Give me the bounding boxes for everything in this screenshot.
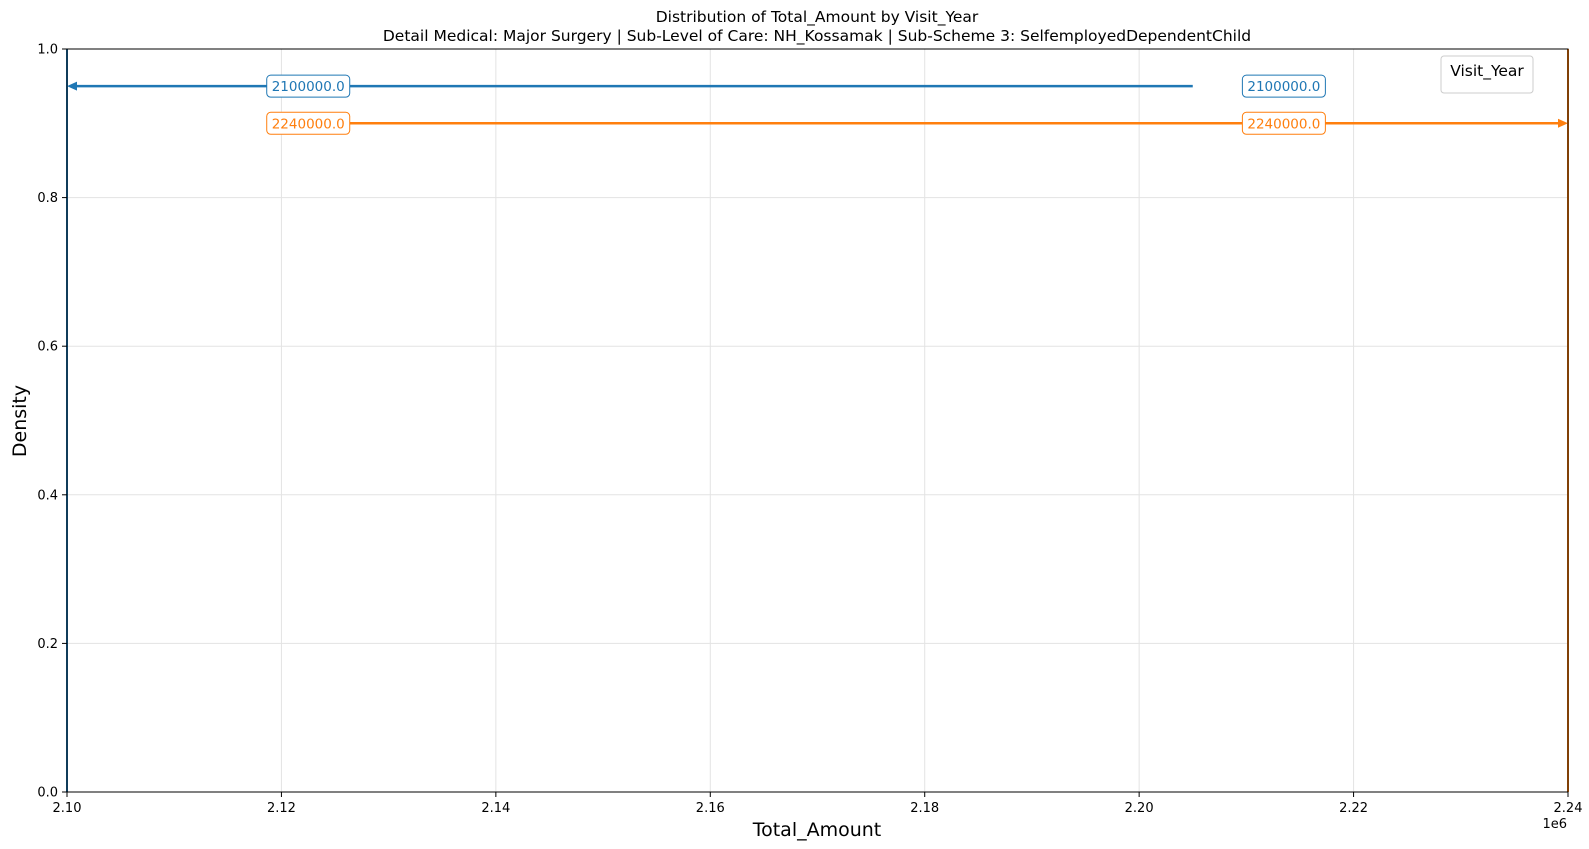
x-axis-label: Total_Amount: [752, 819, 882, 841]
x-tick-label: 2.16: [696, 801, 725, 816]
y-tick-label: 0.6: [37, 340, 58, 355]
x-axis-offset-label: 1e6: [1542, 817, 1567, 832]
annotation-label: 2240000.0: [1247, 116, 1320, 132]
plot-frame: [66, 48, 1569, 793]
series-1: 2240000.0 2240000.0: [266, 49, 1569, 792]
x-tick-label: 2.14: [481, 801, 510, 816]
series-layer: 2100000.0 2100000.0 2240000.0 2240000.0: [66, 49, 1569, 792]
x-tick-label: 2.10: [53, 801, 82, 816]
series-arrow-head: [67, 81, 77, 91]
x-tick-label: 2.24: [1554, 801, 1583, 816]
grid: [66, 48, 1569, 793]
annotation-box: [266, 74, 351, 98]
x-tick-label: 2.22: [1339, 801, 1368, 816]
x-axis-ticks: 2.10 2.12 2.14 2.16 2.18 2.20 2.22 2.24: [53, 792, 1583, 816]
legend-title: Visit_Year: [1450, 62, 1524, 81]
series-arrow-head: [1558, 118, 1568, 128]
annotation-box: [266, 111, 351, 135]
y-axis-ticks: 0.0 0.2 0.4 0.6 0.8 1.0: [37, 43, 67, 801]
y-axis-label: Density: [9, 385, 31, 457]
y-tick-label: 0.4: [37, 488, 58, 503]
y-tick-label: 0.2: [37, 637, 58, 652]
legend: Visit_Year: [1440, 55, 1534, 94]
x-tick-label: 2.20: [1125, 801, 1154, 816]
y-tick-label: 0.0: [37, 786, 58, 801]
chart-subtitle: Detail Medical: Major Surgery | Sub-Leve…: [383, 27, 1251, 46]
annotation-label: 2100000.0: [272, 79, 345, 95]
chart-title: Distribution of Total_Amount by Visit_Ye…: [656, 8, 979, 27]
annotation-label: 2100000.0: [1247, 79, 1320, 95]
x-tick-label: 2.12: [267, 801, 296, 816]
y-tick-label: 0.8: [37, 191, 58, 206]
series-0: 2100000.0 2100000.0: [66, 49, 1326, 792]
annotation-box: [1241, 111, 1326, 135]
y-tick-label: 1.0: [37, 43, 58, 58]
annotation-box: [1241, 74, 1326, 98]
annotation-label: 2240000.0: [272, 116, 345, 132]
legend-box: [1440, 55, 1534, 94]
x-tick-label: 2.18: [910, 801, 939, 816]
